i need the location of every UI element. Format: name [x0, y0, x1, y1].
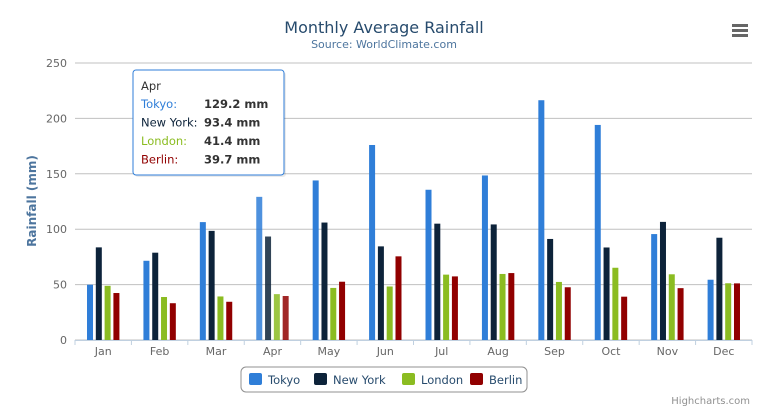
bar-tokyo[interactable] — [481, 175, 488, 340]
bar-london[interactable] — [273, 294, 280, 340]
legend-box — [240, 366, 528, 393]
x-tick-label: Mar — [206, 345, 227, 358]
bar-tokyo[interactable] — [312, 180, 319, 340]
bar-london[interactable] — [217, 296, 224, 340]
legend-label: London — [421, 373, 463, 387]
x-tick-label: Nov — [657, 345, 679, 358]
tooltip-header: Apr — [141, 79, 161, 93]
x-tick-label: Jul — [434, 345, 448, 358]
bar-london[interactable] — [612, 267, 619, 340]
tooltip-series-name: New York: — [141, 116, 198, 130]
bar-london[interactable] — [499, 273, 506, 340]
bar-new-york[interactable] — [95, 247, 102, 340]
legend-item-london[interactable]: London — [402, 373, 463, 387]
bar-tokyo[interactable] — [143, 260, 150, 340]
bar-new-york[interactable] — [377, 246, 384, 340]
bar-london[interactable] — [443, 274, 450, 340]
bar-london[interactable] — [161, 297, 168, 340]
bar-berlin[interactable] — [339, 281, 346, 340]
bar-tokyo[interactable] — [707, 279, 714, 340]
y-tick-label: 150 — [46, 168, 67, 181]
bar-tokyo[interactable] — [651, 234, 658, 340]
chart-title: Monthly Average Rainfall — [284, 18, 483, 37]
y-tick-label: 250 — [46, 57, 67, 70]
bar-new-york[interactable] — [208, 230, 215, 340]
tooltip-value: 93.4 mm — [204, 116, 260, 130]
bar-new-york[interactable] — [716, 237, 723, 340]
tooltip-value: 129.2 mm — [204, 97, 268, 111]
bar-new-york[interactable] — [659, 221, 666, 340]
bar-berlin[interactable] — [677, 288, 684, 340]
legend-symbol — [402, 373, 415, 385]
x-tick-label: Feb — [150, 345, 169, 358]
tooltip-series-name: Tokyo: — [140, 97, 177, 111]
bar-tokyo[interactable] — [594, 124, 601, 341]
legend-symbol — [314, 373, 327, 385]
bar-berlin[interactable] — [451, 276, 458, 340]
x-tick-label: Aug — [487, 345, 508, 358]
x-tick-label: Oct — [601, 345, 621, 358]
bar-london[interactable] — [725, 283, 732, 340]
x-tick-label: Sep — [544, 345, 565, 358]
tooltip-value: 39.7 mm — [204, 153, 260, 167]
y-tick-label: 200 — [46, 112, 67, 125]
legend: Tokyo New York London Berlin — [240, 366, 528, 393]
y-tick-label: 100 — [46, 223, 67, 236]
bar-london[interactable] — [555, 281, 562, 340]
bar-berlin[interactable] — [508, 273, 515, 340]
legend-item-berlin[interactable]: Berlin — [470, 373, 522, 387]
bar-berlin[interactable] — [169, 303, 176, 340]
y-axis-label: Rainfall (mm) — [25, 155, 39, 247]
y-tick-label: 0 — [60, 334, 67, 347]
tooltip-box — [132, 69, 285, 176]
bar-london[interactable] — [104, 285, 111, 340]
tooltip: Apr Tokyo: 129.2 mm New York: 93.4 mm London:… — [132, 69, 286, 177]
tooltip-series-name: Berlin: — [141, 153, 178, 167]
bar-berlin[interactable] — [564, 287, 571, 340]
x-tick-label: Apr — [263, 345, 283, 358]
bar-new-york[interactable] — [265, 236, 272, 340]
bar-tokyo[interactable] — [256, 196, 263, 340]
legend-label: New York — [333, 373, 386, 387]
bar-new-york[interactable] — [152, 252, 159, 340]
bar-london[interactable] — [330, 287, 337, 340]
legend-item-tokyo[interactable]: Tokyo — [249, 373, 300, 387]
legend-label: Berlin — [489, 373, 522, 387]
bar-london[interactable] — [668, 274, 675, 340]
bar-new-york[interactable] — [321, 222, 328, 340]
bar-berlin[interactable] — [621, 296, 628, 340]
legend-symbol — [470, 373, 483, 385]
x-tick-label: May — [318, 345, 341, 358]
x-tick-label: Jun — [376, 345, 394, 358]
bar-new-york[interactable] — [547, 238, 554, 340]
bar-new-york[interactable] — [434, 223, 441, 340]
bar-london[interactable] — [386, 286, 393, 340]
x-tick-label: Dec — [713, 345, 734, 358]
bar-new-york[interactable] — [490, 224, 497, 340]
bar-berlin[interactable] — [282, 296, 289, 340]
x-tick-label: Jan — [94, 345, 112, 358]
bar-berlin[interactable] — [113, 293, 120, 340]
bar-tokyo[interactable] — [87, 284, 94, 340]
tooltip-value: 41.4 mm — [204, 134, 260, 148]
y-tick-label: 50 — [53, 279, 67, 292]
bar-tokyo[interactable] — [199, 222, 206, 340]
bar-tokyo[interactable] — [425, 189, 432, 340]
hamburger-menu-icon[interactable] — [728, 20, 752, 40]
bar-tokyo[interactable] — [538, 100, 545, 341]
chart-subtitle: Source: WorldClimate.com — [311, 38, 457, 51]
bar-tokyo[interactable] — [369, 144, 376, 340]
bar-new-york[interactable] — [603, 247, 610, 340]
legend-item-new-york[interactable]: New York — [314, 373, 386, 387]
bar-berlin[interactable] — [395, 256, 402, 340]
tooltip-series-name: London: — [141, 134, 187, 148]
bar-berlin[interactable] — [226, 301, 233, 340]
credits-link[interactable]: Highcharts.com — [671, 396, 750, 407]
legend-symbol — [249, 373, 262, 385]
bar-berlin[interactable] — [733, 283, 740, 340]
legend-label: Tokyo — [267, 373, 300, 387]
